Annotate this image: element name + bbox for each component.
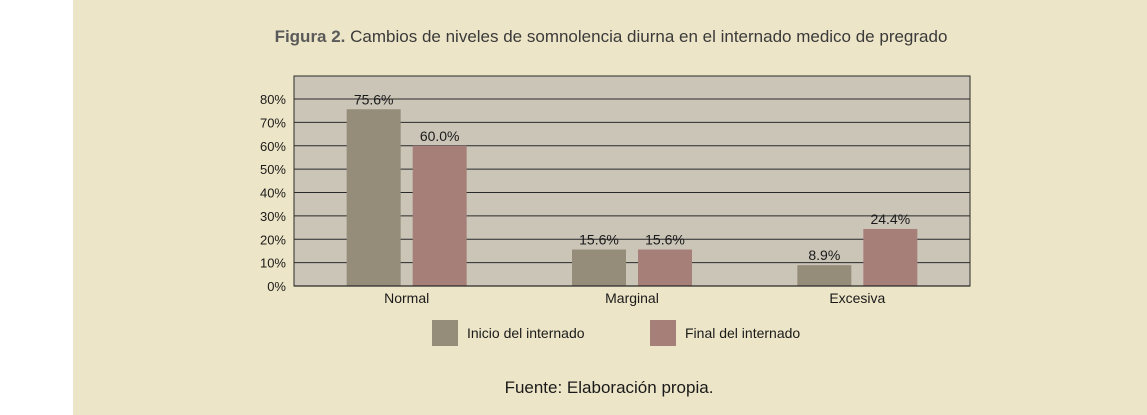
y-tick-label: 0% <box>267 279 286 294</box>
source-note: Fuente: Elaboración propia. <box>504 378 714 397</box>
y-tick-label: 10% <box>260 256 286 271</box>
legend-label-inicio: Inicio del internado <box>467 325 585 341</box>
bar-normal-inicio <box>346 109 401 286</box>
y-tick-label: 70% <box>260 115 286 130</box>
figure-title-text: Cambios de niveles de somnolencia diurna… <box>350 27 948 46</box>
legend-item-final: Final del internado <box>650 320 800 346</box>
y-tick-label: 50% <box>260 162 286 177</box>
y-tick-label: 20% <box>260 232 286 247</box>
legend-swatch-final <box>650 320 676 346</box>
bar-normal-final <box>412 145 467 286</box>
x-tick-label: Normal <box>384 290 429 306</box>
data-label: 60.0% <box>420 128 460 144</box>
bar-excesiva-final <box>863 228 918 286</box>
x-tick-label: Marginal <box>605 290 659 306</box>
plot-area <box>293 75 971 287</box>
legend-swatch-inicio <box>432 320 458 346</box>
y-tick-label: 30% <box>260 209 286 224</box>
data-label: 24.4% <box>870 211 910 227</box>
legend-label-final: Final del internado <box>685 325 801 341</box>
data-label: 15.6% <box>645 232 685 248</box>
y-tick-label: 80% <box>260 92 286 107</box>
bar-excesiva-inicio <box>797 265 852 286</box>
figure-label: Figura 2. <box>274 27 346 46</box>
bar-marginal-final <box>638 249 692 286</box>
data-label: 75.6% <box>354 91 394 107</box>
y-tick-label: 60% <box>260 139 286 154</box>
x-tick-label: Excesiva <box>829 290 885 306</box>
bar-marginal-inicio <box>572 249 626 286</box>
figure-title: Figura 2. Cambios de niveles de somnolen… <box>0 27 1147 47</box>
data-label: 15.6% <box>579 232 619 248</box>
data-label: 8.9% <box>808 247 840 263</box>
legend-item-inicio: Inicio del internado <box>432 320 585 346</box>
y-tick-label: 40% <box>260 186 286 201</box>
